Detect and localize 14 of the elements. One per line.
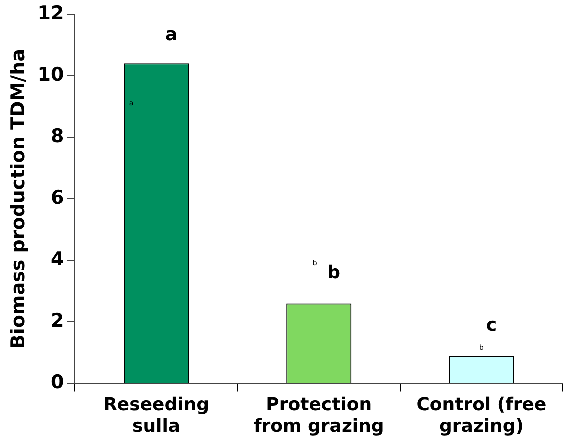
y-tick-label: 0 xyxy=(51,372,64,394)
y-axis-title: Biomass production TDM/ha xyxy=(7,49,30,350)
y-tick-label: 2 xyxy=(51,310,64,332)
y-tick-label: 4 xyxy=(51,248,64,271)
y-tick-label: 10 xyxy=(38,64,64,86)
annotation: b xyxy=(328,262,341,284)
y-tick-label: 12 xyxy=(38,2,64,24)
annotation: a xyxy=(165,24,178,46)
x-tick-label: Control (free grazing) xyxy=(416,394,547,437)
y-tick-label: 8 xyxy=(51,125,64,148)
x-tick-label: Reseeding sulla xyxy=(104,394,210,437)
annotation: c xyxy=(486,314,498,336)
y-tick-label: 6 xyxy=(51,187,64,210)
x-tick-label: Protection from grazing xyxy=(254,394,384,437)
